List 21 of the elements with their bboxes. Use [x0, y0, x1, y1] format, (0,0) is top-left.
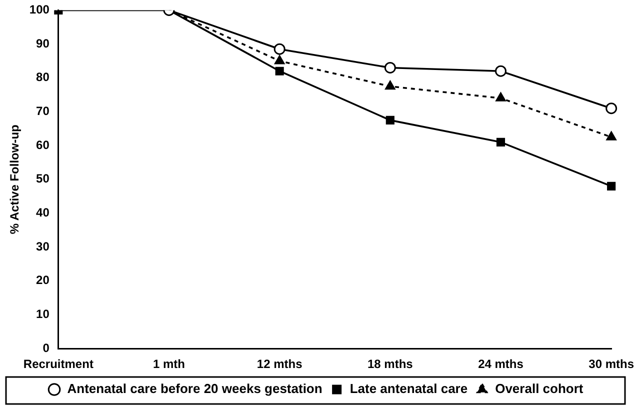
x-tick-label: 12 mths: [256, 357, 303, 372]
y-tick-label: 60: [36, 138, 50, 152]
x-tick-label: 24 mths: [478, 357, 524, 372]
y-tick-label: 30: [36, 239, 50, 254]
y-tick-label: 0: [42, 340, 50, 355]
y-axis-title: % Active Follow-up: [8, 124, 22, 234]
x-tick-label: 30 mths: [588, 357, 634, 372]
legend-label: Overall cohort: [495, 381, 584, 396]
y-tick-label: 50: [36, 172, 50, 186]
x-tick-label: 18 mths: [367, 357, 414, 372]
x-tick-label: 1 mth: [152, 357, 186, 372]
y-tick-label: 20: [36, 273, 50, 288]
y-tick-label: 100: [29, 2, 50, 17]
legend-label: Antenatal care before 20 weeks gestation: [67, 381, 322, 396]
y-tick-label: 70: [36, 104, 50, 118]
legend-label: Late antenatal care: [350, 381, 468, 396]
y-tick-label: 40: [36, 206, 50, 220]
y-tick-label: 90: [36, 36, 50, 50]
y-tick-label: 80: [36, 70, 50, 84]
x-tick-label: Recruitment: [23, 357, 94, 372]
y-tick-label: 10: [36, 307, 50, 322]
